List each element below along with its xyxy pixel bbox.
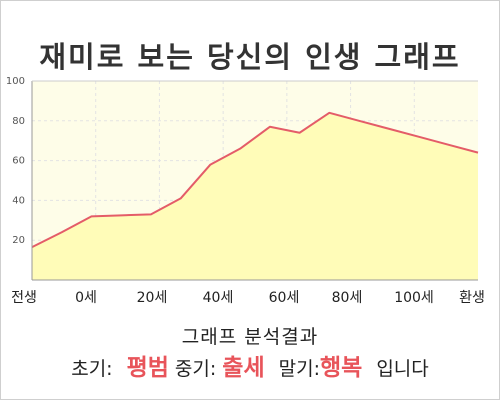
x-tick-label: 20세 xyxy=(137,290,168,306)
page-title: 재미로 보는 당신의 인생 그래프 xyxy=(39,40,461,74)
series-line xyxy=(31,111,479,249)
y-tick-label: 80 xyxy=(12,116,25,127)
early-label: 초기: xyxy=(71,358,113,380)
y-tick-label: 40 xyxy=(12,195,25,206)
ending-text: 입니다 xyxy=(376,358,429,380)
late-value: 행복 xyxy=(320,355,363,381)
late-label: 말기: xyxy=(278,358,320,380)
series-area xyxy=(32,112,478,280)
middle-value: 출세 xyxy=(222,355,265,381)
y-tick-label: 60 xyxy=(12,156,25,167)
middle-label: 중기: xyxy=(174,358,217,380)
y-tick-label: 100 xyxy=(6,76,25,87)
x-tick-label: 60세 xyxy=(269,290,300,306)
x-tick-label: 환생 xyxy=(459,290,485,306)
x-tick-label: 0세 xyxy=(75,290,97,306)
x-tick-label: 80세 xyxy=(332,290,363,306)
early-value: 평범 xyxy=(126,355,169,381)
x-tick-label: 100세 xyxy=(394,290,434,306)
y-tick-label: 20 xyxy=(12,235,25,246)
summary-row: 초기: 평범 중기: 출세 말기:행복 입니다 xyxy=(0,348,500,382)
x-tick-label: 전생 xyxy=(11,290,37,306)
summary-heading: 그래프 분석결과 xyxy=(181,326,319,348)
x-tick-label: 40세 xyxy=(203,290,234,306)
